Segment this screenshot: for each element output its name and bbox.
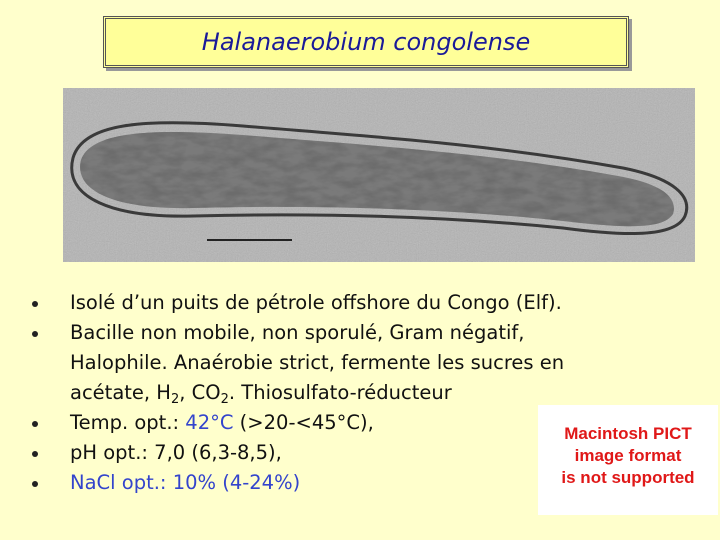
micrograph (63, 88, 695, 262)
bullet-list: Isolé d’un puits de pétrole offshore du … (30, 288, 710, 498)
slide-title: Halanaerobium congolense (103, 16, 629, 68)
text-run: Bacille non mobile, non sporulé, Gram né… (70, 321, 525, 344)
cell-wall (70, 121, 689, 236)
bullet-line: pH opt.: 7,0 (6,3-8,5), (70, 438, 710, 468)
bullet-dot (32, 301, 38, 307)
bullet-line: Halophile. Anaérobie strict, fermente le… (70, 348, 710, 378)
bullet-line: Temp. opt.: 42°C (>20-<45°C), (70, 408, 710, 438)
text-run: 42°C (185, 411, 234, 434)
text-run: , CO (179, 381, 221, 404)
placeholder-line: is not supported (561, 468, 695, 487)
subscript: 2 (170, 392, 180, 407)
text-run: (>20-<45°C), (233, 411, 374, 434)
bullet: pH opt.: 7,0 (6,3-8,5), (30, 438, 710, 468)
image-placeholder: Macintosh PICT image format is not support… (538, 405, 718, 515)
bullet-line: Isolé d’un puits de pétrole offshore du … (70, 288, 710, 318)
bullet-line: NaCl opt.: 10% (4-24%) (70, 468, 710, 498)
bullet-dot (32, 481, 38, 487)
text-run: pH opt.: 7,0 (6,3-8,5), (70, 441, 282, 464)
placeholder-line: Macintosh PICT (564, 424, 692, 443)
text-run: Isolé d’un puits de pétrole offshore du … (70, 291, 562, 314)
placeholder-line: image format (574, 446, 682, 465)
bullet: Temp. opt.: 42°C (>20-<45°C), (30, 408, 710, 438)
bullet-dot (32, 421, 38, 427)
text-run: Halophile. Anaérobie strict, fermente le… (70, 351, 565, 374)
text-run: . Thiosulfato-réducteur (228, 381, 452, 404)
text-run: Temp. opt.: (70, 411, 186, 434)
subscript: 2 (220, 392, 229, 407)
bullet-dot (32, 451, 38, 457)
text-run: acétate, H (70, 381, 171, 404)
text-run: NaCl opt.: 10% (4-24%) (70, 471, 301, 494)
bullet: Bacille non mobile, non sporulé, Gram né… (30, 318, 710, 408)
bullet-dot (32, 331, 38, 337)
bullet: Isolé d’un puits de pétrole offshore du … (30, 288, 710, 318)
bullet: NaCl opt.: 10% (4-24%) (30, 468, 710, 498)
bullet-line: acétate, H2, CO2. Thiosulfato-réducteur (70, 378, 710, 408)
bullet-line: Bacille non mobile, non sporulé, Gram né… (70, 318, 710, 348)
nucleoid (80, 131, 674, 227)
